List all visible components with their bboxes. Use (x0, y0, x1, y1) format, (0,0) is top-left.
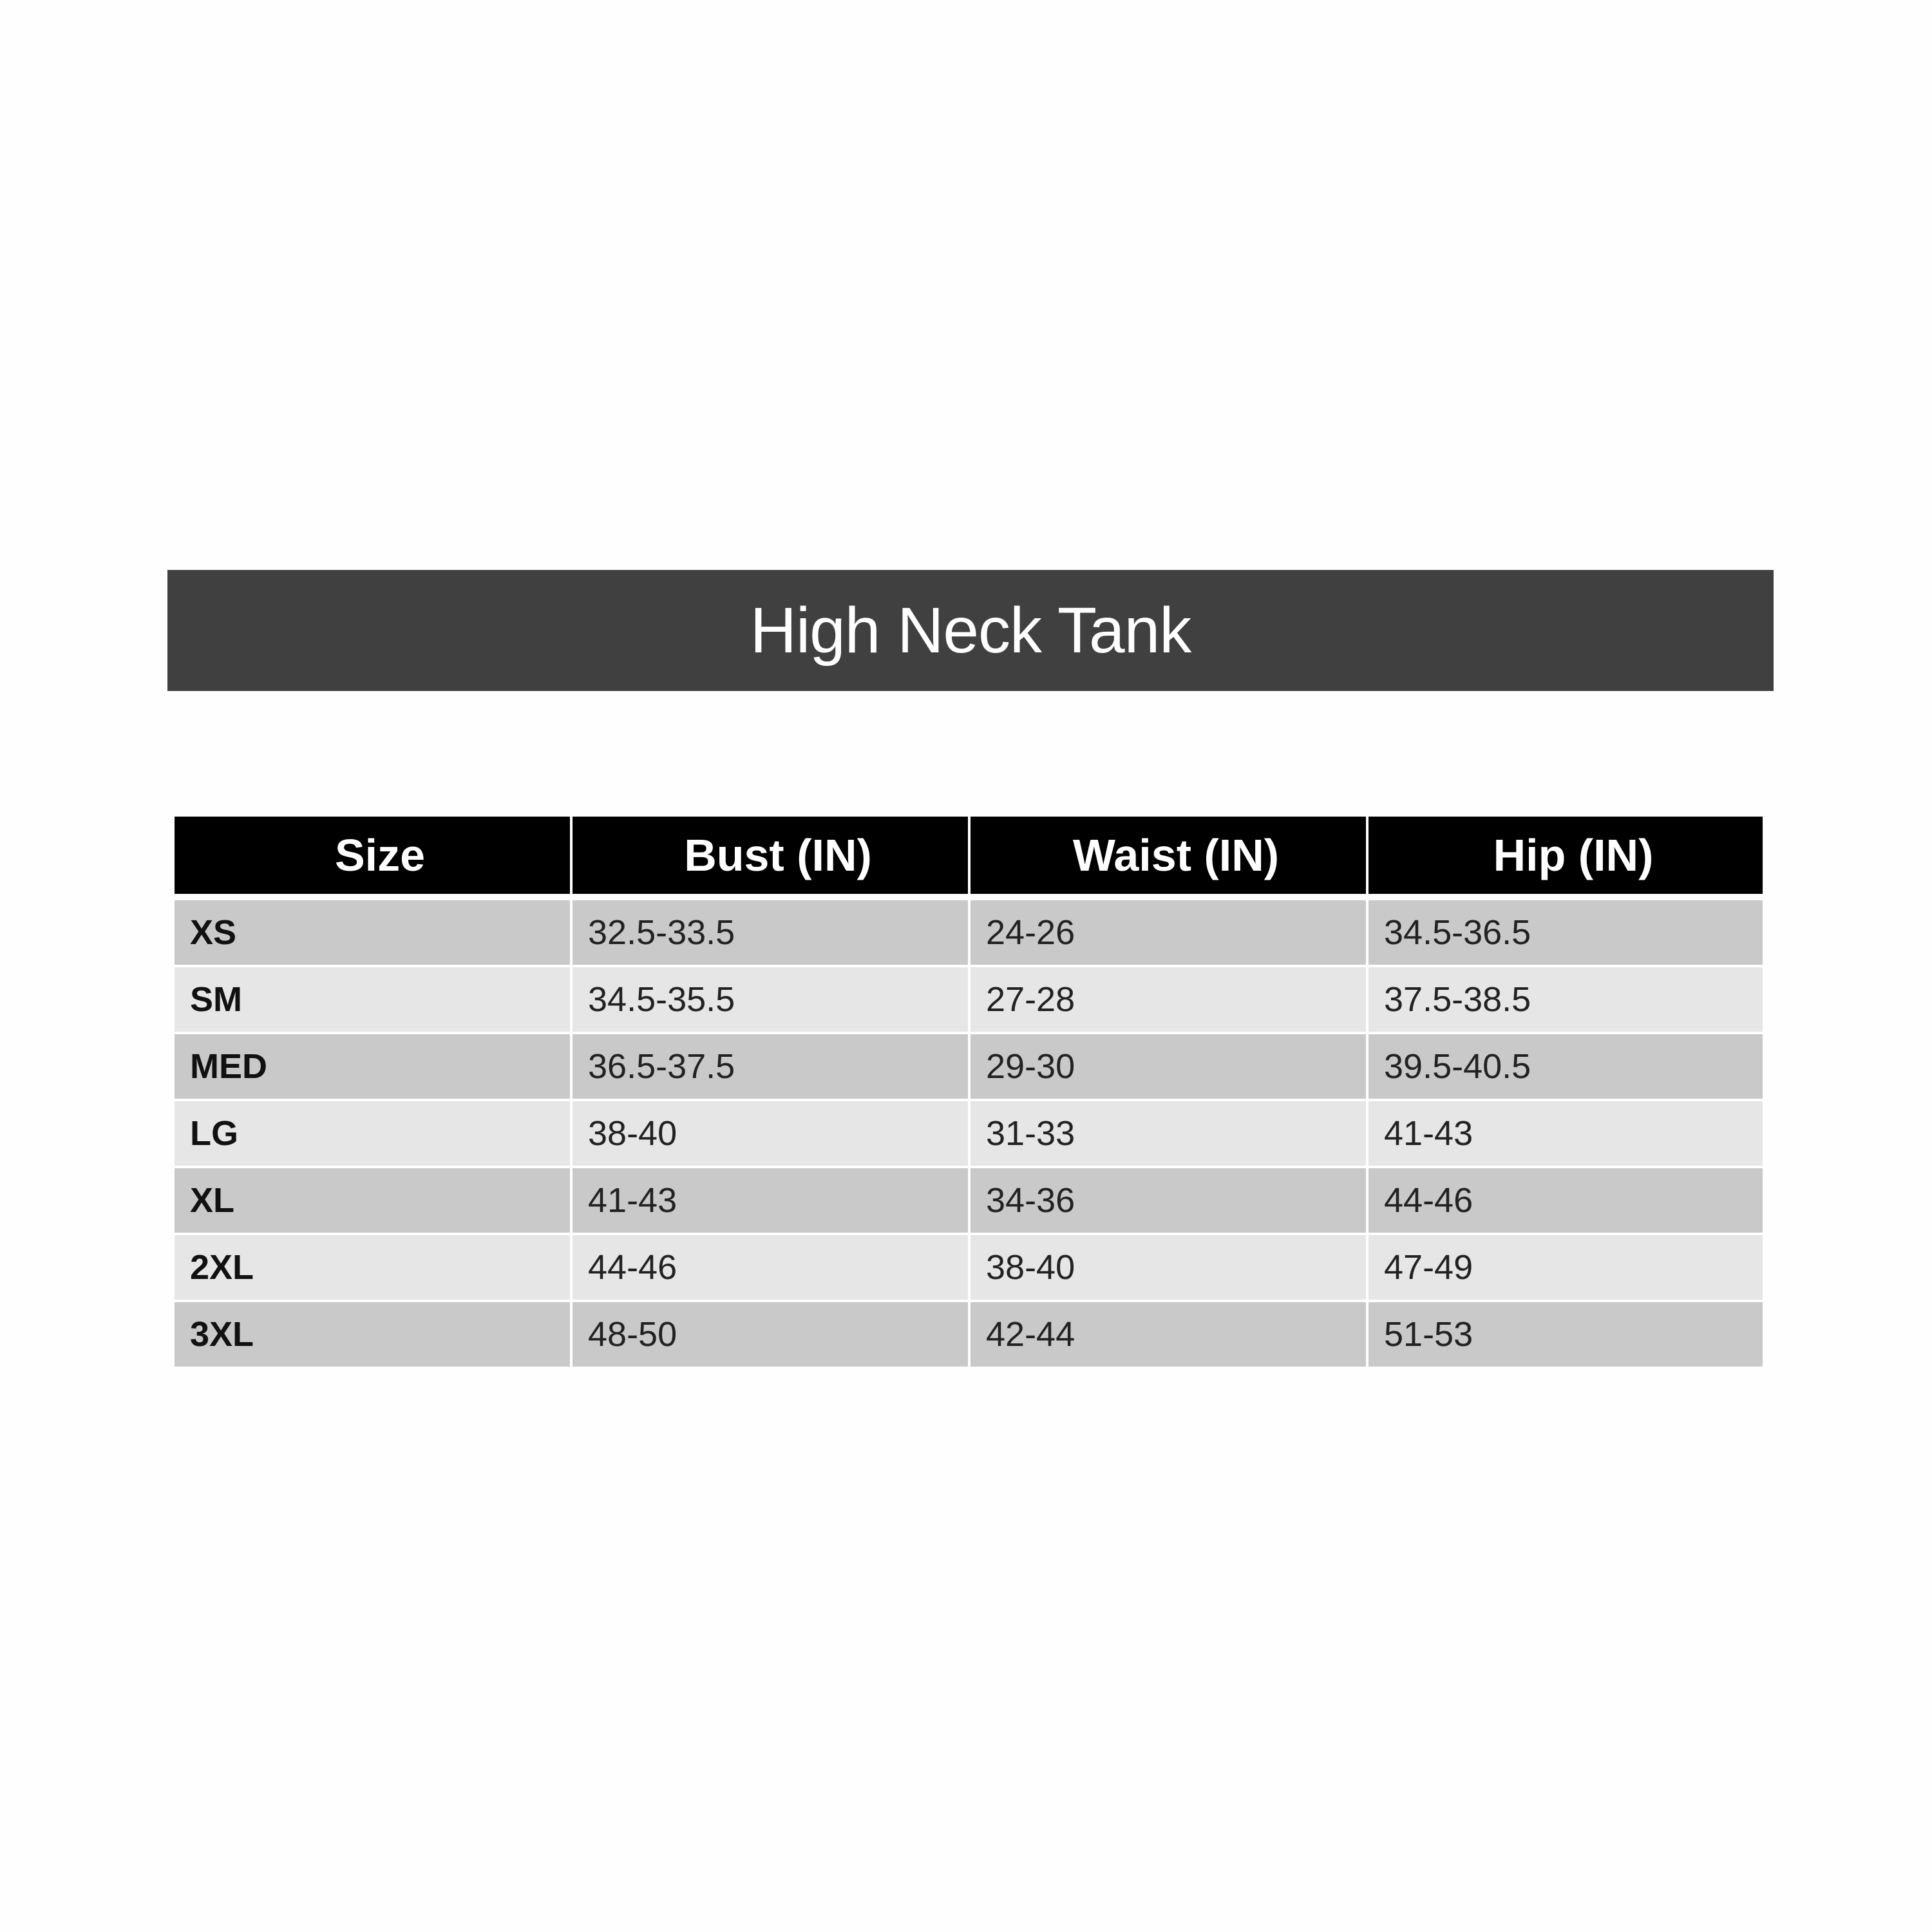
cell-waist: 34-36 (971, 1168, 1366, 1233)
cell-bust: 36.5-37.5 (573, 1034, 968, 1099)
table-header-row: Size Bust (IN) Waist (IN) Hip (IN) (175, 817, 1763, 894)
cell-size: 3XL (175, 1302, 570, 1367)
cell-waist: 31-33 (971, 1101, 1366, 1166)
cell-hip: 34.5-36.5 (1368, 900, 1763, 965)
cell-size: 2XL (175, 1235, 570, 1300)
cell-size: MED (175, 1034, 570, 1099)
table-row: 2XL 44-46 38-40 47-49 (175, 1235, 1763, 1300)
cell-waist: 24-26 (971, 900, 1366, 965)
header-hip: Hip (IN) (1368, 817, 1763, 894)
cell-bust: 32.5-33.5 (573, 900, 968, 965)
cell-size: SM (175, 967, 570, 1032)
table-row: SM 34.5-35.5 27-28 37.5-38.5 (175, 967, 1763, 1032)
cell-size: XL (175, 1168, 570, 1233)
table-row: XL 41-43 34-36 44-46 (175, 1168, 1763, 1233)
cell-hip: 37.5-38.5 (1368, 967, 1763, 1032)
table-row: LG 38-40 31-33 41-43 (175, 1101, 1763, 1166)
cell-waist: 42-44 (971, 1302, 1366, 1367)
cell-bust: 38-40 (573, 1101, 968, 1166)
cell-size: XS (175, 900, 570, 965)
size-chart-table: Size Bust (IN) Waist (IN) Hip (IN) XS 32.… (175, 817, 1763, 1369)
table-row: 3XL 48-50 42-44 51-53 (175, 1302, 1763, 1367)
table-row: XS 32.5-33.5 24-26 34.5-36.5 (175, 900, 1763, 965)
cell-bust: 41-43 (573, 1168, 968, 1233)
cell-waist: 29-30 (971, 1034, 1366, 1099)
cell-hip: 47-49 (1368, 1235, 1763, 1300)
cell-hip: 51-53 (1368, 1302, 1763, 1367)
header-size: Size (175, 817, 570, 894)
cell-size: LG (175, 1101, 570, 1166)
cell-hip: 41-43 (1368, 1101, 1763, 1166)
cell-bust: 44-46 (573, 1235, 968, 1300)
cell-waist: 27-28 (971, 967, 1366, 1032)
cell-waist: 38-40 (971, 1235, 1366, 1300)
cell-bust: 34.5-35.5 (573, 967, 968, 1032)
table-row: MED 36.5-37.5 29-30 39.5-40.5 (175, 1034, 1763, 1099)
page-title: High Neck Tank (167, 570, 1774, 691)
header-waist: Waist (IN) (971, 817, 1366, 894)
cell-hip: 44-46 (1368, 1168, 1763, 1233)
cell-hip: 39.5-40.5 (1368, 1034, 1763, 1099)
header-bust: Bust (IN) (573, 817, 968, 894)
cell-bust: 48-50 (573, 1302, 968, 1367)
